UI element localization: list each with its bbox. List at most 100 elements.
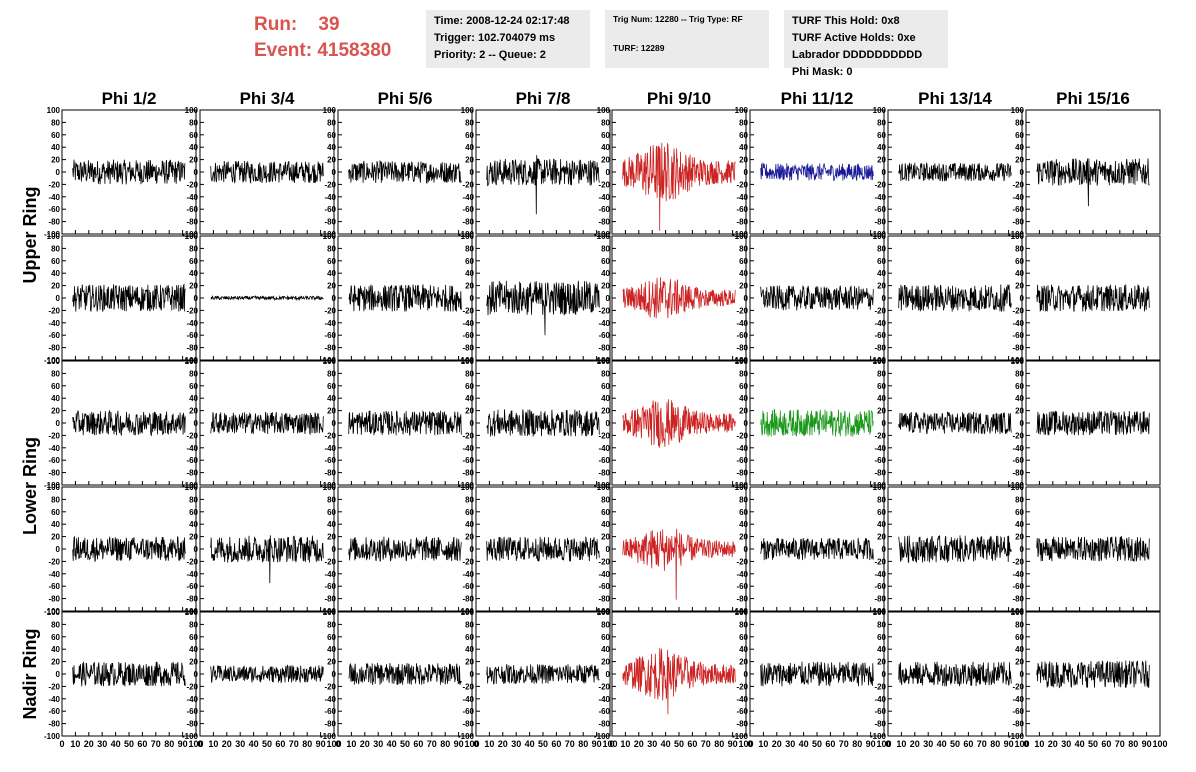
y-tick-label: 20 (1015, 533, 1024, 542)
y-tick-label: 40 (877, 143, 886, 152)
y-tick-label: -20 (48, 557, 60, 566)
x-tick-label: 40 (1075, 739, 1085, 749)
y-tick-label: 80 (1015, 620, 1024, 629)
x-tick-label: 10 (1034, 739, 1044, 749)
y-tick-label: -80 (1012, 720, 1024, 729)
waveform-trace (898, 535, 1012, 564)
y-tick-label: 40 (739, 269, 748, 278)
y-tick-label: -80 (186, 469, 198, 478)
y-tick-label: -60 (324, 456, 336, 465)
y-tick-label: 40 (601, 143, 610, 152)
y-tick-label: -80 (48, 720, 60, 729)
y-tick-label: -60 (462, 456, 474, 465)
x-tick-label: 100 (602, 739, 617, 749)
waveform-trace (210, 160, 324, 185)
y-tick-label: -20 (48, 306, 60, 315)
y-tick-label: 80 (739, 369, 748, 378)
column-header: Phi 11/12 (781, 89, 854, 108)
y-tick-label: -80 (1012, 344, 1024, 353)
y-tick-label: 0 (332, 545, 337, 554)
y-tick-label: -40 (48, 319, 60, 328)
x-tick-label: 20 (222, 739, 232, 749)
y-tick-label: 20 (189, 282, 198, 291)
x-tick-label: 70 (565, 739, 575, 749)
y-tick-label: -60 (598, 707, 610, 716)
y-tick-label: 0 (56, 545, 61, 554)
y-tick-label: 60 (739, 633, 748, 642)
x-tick-label: 10 (70, 739, 80, 749)
y-tick-label: -60 (736, 205, 748, 214)
y-tick-label: 40 (51, 269, 60, 278)
y-tick-label: -40 (598, 570, 610, 579)
x-tick-label: 40 (387, 739, 397, 749)
x-tick-label: 30 (1061, 739, 1071, 749)
y-tick-label: 60 (601, 382, 610, 391)
y-tick-label: 100 (1011, 106, 1025, 115)
y-tick-label: 40 (465, 143, 474, 152)
y-tick-label: 100 (597, 608, 611, 617)
y-tick-label: 40 (465, 269, 474, 278)
x-tick-label: 80 (440, 739, 450, 749)
y-tick-label: 0 (332, 419, 337, 428)
y-tick-label: -20 (462, 682, 474, 691)
x-tick-label: 80 (164, 739, 174, 749)
waveform-trace (1036, 660, 1150, 689)
y-tick-label: -60 (736, 707, 748, 716)
y-tick-label: 0 (332, 294, 337, 303)
waveform-trace (210, 411, 324, 436)
y-tick-label: -80 (186, 595, 198, 604)
y-tick-label: 100 (185, 608, 199, 617)
y-tick-label: -60 (736, 582, 748, 591)
y-tick-label: 100 (323, 608, 337, 617)
y-tick-label: -40 (736, 444, 748, 453)
x-tick-label: 60 (963, 739, 973, 749)
y-tick-label: -60 (1012, 456, 1024, 465)
waveform-trace (622, 399, 736, 448)
y-tick-label: 20 (327, 658, 336, 667)
waveform-trace (1036, 158, 1150, 207)
x-tick-label: 40 (661, 739, 671, 749)
y-tick-label: -60 (598, 456, 610, 465)
y-tick-label: 60 (465, 633, 474, 642)
y-tick-label: -80 (324, 469, 336, 478)
y-tick-label: 0 (882, 168, 887, 177)
y-tick-label: 40 (601, 394, 610, 403)
y-tick-label: 100 (47, 232, 61, 241)
y-tick-label: 40 (189, 143, 198, 152)
y-tick-label: -80 (1012, 218, 1024, 227)
x-tick-label: 70 (427, 739, 437, 749)
y-tick-label: 60 (327, 131, 336, 140)
y-tick-label: -60 (48, 707, 60, 716)
waveform-trace (622, 277, 736, 319)
y-tick-label: 40 (601, 520, 610, 529)
y-tick-label: -40 (874, 193, 886, 202)
y-tick-label: -80 (736, 595, 748, 604)
y-tick-label: 100 (461, 106, 475, 115)
y-tick-label: 100 (1011, 608, 1025, 617)
panel-frame (199, 486, 335, 612)
y-tick-label: 60 (739, 382, 748, 391)
y-tick-label: -40 (48, 570, 60, 579)
y-tick-label: -80 (324, 218, 336, 227)
waveform-trace (898, 411, 1012, 435)
x-tick-label: 70 (151, 739, 161, 749)
run-event-header: Run: 39 Event: 4158380 (254, 12, 391, 64)
y-tick-label: 80 (327, 495, 336, 504)
column-header: Phi 13/14 (918, 89, 992, 108)
y-tick-label: 20 (739, 658, 748, 667)
y-tick-label: -100 (732, 230, 749, 239)
y-tick-label: -60 (462, 707, 474, 716)
y-tick-label: -20 (598, 431, 610, 440)
y-tick-label: 0 (470, 168, 475, 177)
y-tick-label: 80 (877, 118, 886, 127)
run-label: Run: (254, 14, 298, 35)
x-tick-label: 90 (1142, 739, 1152, 749)
y-tick-label: 60 (1015, 131, 1024, 140)
y-tick-label: 60 (739, 131, 748, 140)
y-tick-label: 0 (882, 419, 887, 428)
y-tick-label: 60 (189, 633, 198, 642)
y-tick-label: 100 (597, 357, 611, 366)
y-tick-label: 60 (189, 508, 198, 517)
y-tick-label: 60 (1015, 257, 1024, 266)
y-tick-label: -100 (44, 481, 61, 490)
